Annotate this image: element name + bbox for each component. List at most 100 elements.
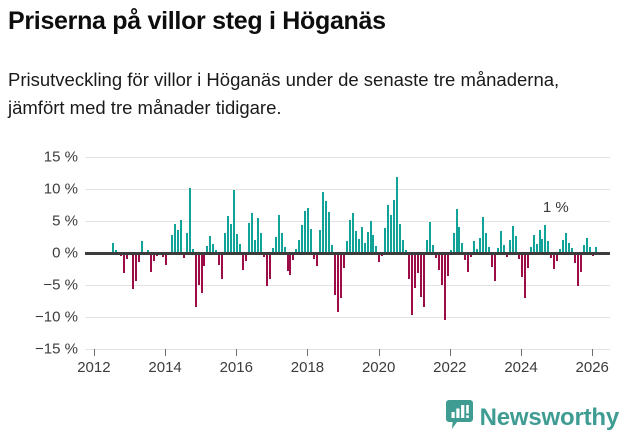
bar	[511, 226, 514, 253]
bar	[470, 253, 473, 258]
bar	[132, 253, 135, 289]
bar	[387, 205, 390, 253]
bar	[150, 253, 153, 273]
x-axis-tick-label: 2020	[361, 359, 396, 376]
bar	[283, 246, 286, 253]
page-title: Priserna på villor steg i Höganäs	[8, 7, 386, 35]
bar	[164, 253, 167, 266]
y-axis-tick-label: −10 %	[35, 308, 78, 326]
bar	[333, 253, 336, 295]
x-axis-tick	[521, 349, 523, 356]
bar	[550, 253, 553, 259]
bar	[425, 239, 428, 253]
bar	[277, 215, 280, 253]
bar	[405, 250, 408, 253]
bar	[520, 253, 523, 278]
bar	[126, 253, 129, 260]
gridline	[85, 285, 610, 286]
x-axis-tick-label: 2026	[575, 359, 609, 376]
bar	[517, 253, 520, 260]
bar	[141, 241, 144, 253]
bar	[413, 253, 416, 288]
bar	[574, 253, 577, 264]
bar	[244, 253, 247, 261]
bar	[479, 237, 482, 253]
bar	[135, 253, 138, 281]
bar	[544, 224, 547, 253]
bar	[443, 253, 446, 320]
bar	[250, 213, 253, 253]
bar	[268, 253, 271, 279]
bar	[185, 233, 188, 253]
bar	[437, 253, 440, 270]
y-axis-labels: 15 % 10 % 5 % 0 % −5 % −10 % −15 %	[0, 149, 78, 358]
bar	[215, 249, 218, 253]
bar	[497, 247, 499, 253]
bar	[458, 227, 461, 253]
bar	[416, 253, 419, 274]
zero-line	[85, 252, 610, 255]
y-axis-tick-label: −15 %	[35, 340, 78, 358]
bar	[562, 240, 565, 253]
bar	[147, 250, 150, 253]
bar	[325, 200, 328, 253]
bar	[366, 231, 369, 253]
bar	[310, 228, 313, 253]
gridline	[85, 189, 610, 190]
bar	[295, 249, 298, 253]
y-axis-tick-label: 15 %	[43, 148, 78, 166]
bar	[247, 222, 250, 253]
bar	[242, 253, 245, 270]
gridline	[85, 317, 610, 318]
bar	[396, 176, 399, 253]
bar	[194, 253, 197, 307]
x-axis-line	[85, 349, 610, 350]
bar	[452, 233, 455, 253]
bar	[239, 244, 242, 253]
y-axis-tick-label: 0 %	[52, 244, 78, 262]
bar	[523, 253, 526, 299]
bar	[218, 253, 221, 265]
bar	[111, 243, 114, 253]
bar	[114, 249, 117, 253]
bar	[304, 211, 307, 253]
bar	[467, 253, 470, 273]
bar	[526, 253, 529, 268]
bar	[233, 189, 236, 253]
bar	[508, 240, 511, 253]
bar	[384, 228, 387, 253]
bar	[153, 253, 156, 261]
x-axis-tick-label: 2014	[148, 359, 182, 376]
bar	[301, 225, 304, 253]
bar	[197, 253, 200, 285]
x-axis-tick	[165, 349, 167, 356]
bar	[203, 253, 206, 267]
newsworthy-logo: Newsworthy	[445, 400, 619, 435]
x-axis-tick	[449, 349, 451, 356]
bar	[428, 222, 431, 253]
bar	[491, 253, 494, 268]
bar	[227, 215, 230, 253]
bar	[446, 253, 449, 277]
bar	[319, 229, 322, 253]
bar	[322, 191, 325, 253]
bar	[553, 253, 556, 269]
bar	[390, 214, 393, 253]
bar	[230, 223, 233, 253]
bar	[259, 233, 262, 253]
bar	[464, 253, 467, 261]
bar	[369, 221, 372, 253]
bar	[286, 253, 289, 271]
bar	[455, 208, 458, 253]
bar	[571, 247, 574, 253]
x-axis: 2012 2014 2016 2018 2020 2022 2024 2026	[77, 349, 610, 389]
bar	[298, 239, 301, 253]
bar	[289, 253, 292, 276]
bar	[556, 253, 559, 261]
bar	[419, 253, 422, 298]
last-value-label: 1 %	[542, 198, 569, 216]
bar	[434, 253, 437, 259]
bar	[342, 253, 345, 269]
x-axis-tick	[307, 349, 309, 356]
bar	[538, 229, 541, 253]
